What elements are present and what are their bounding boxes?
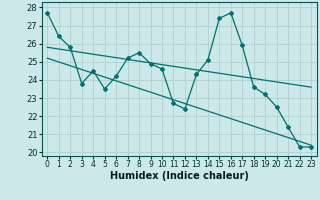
X-axis label: Humidex (Indice chaleur): Humidex (Indice chaleur) <box>110 171 249 181</box>
